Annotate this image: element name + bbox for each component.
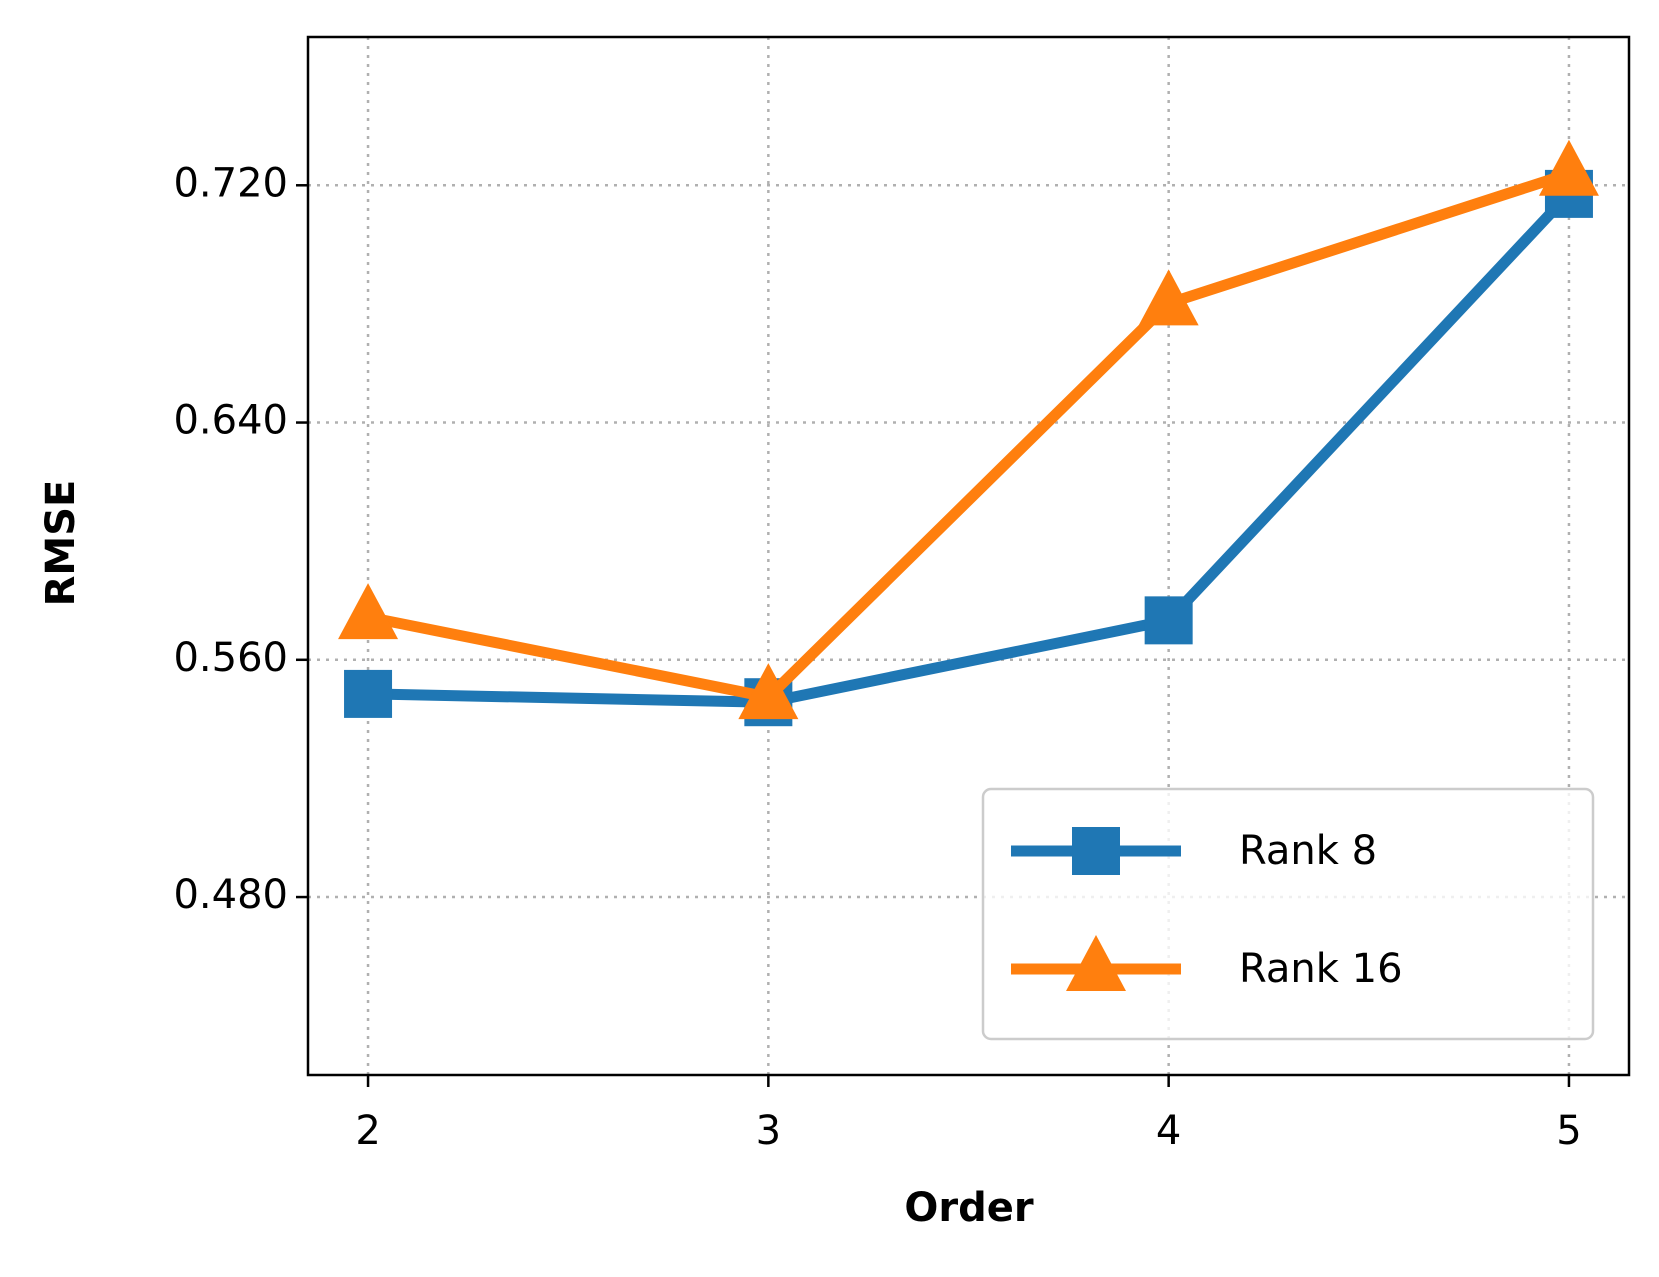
line [366,168,1571,703]
marker [338,583,399,640]
marker [1538,139,1599,196]
y-tick-label: 0.640 [173,398,288,444]
marker [1144,596,1193,645]
legend-label: Rank 16 [1239,946,1403,992]
x-axis-label: Order [904,1185,1033,1231]
legend-marker [1072,827,1120,875]
legend-marker [1066,935,1126,991]
line [367,190,1573,708]
marker [1138,269,1199,326]
y-tick-label: 0.560 [173,635,288,681]
y-tick-label: 0.480 [173,872,288,918]
x-tick-label: 4 [1156,1108,1181,1154]
y-axis-label: RMSE [38,480,84,607]
x-tick-label: 3 [756,1108,781,1154]
plot-frame [306,35,1631,1077]
marker [738,663,799,720]
marker [344,669,393,718]
x-tick-label: 5 [1556,1108,1581,1154]
legend-label: Rank 8 [1239,828,1377,874]
x-tick-label: 2 [355,1108,380,1154]
legend-box [981,787,1595,1041]
y-tick-label: 0.720 [173,160,288,206]
